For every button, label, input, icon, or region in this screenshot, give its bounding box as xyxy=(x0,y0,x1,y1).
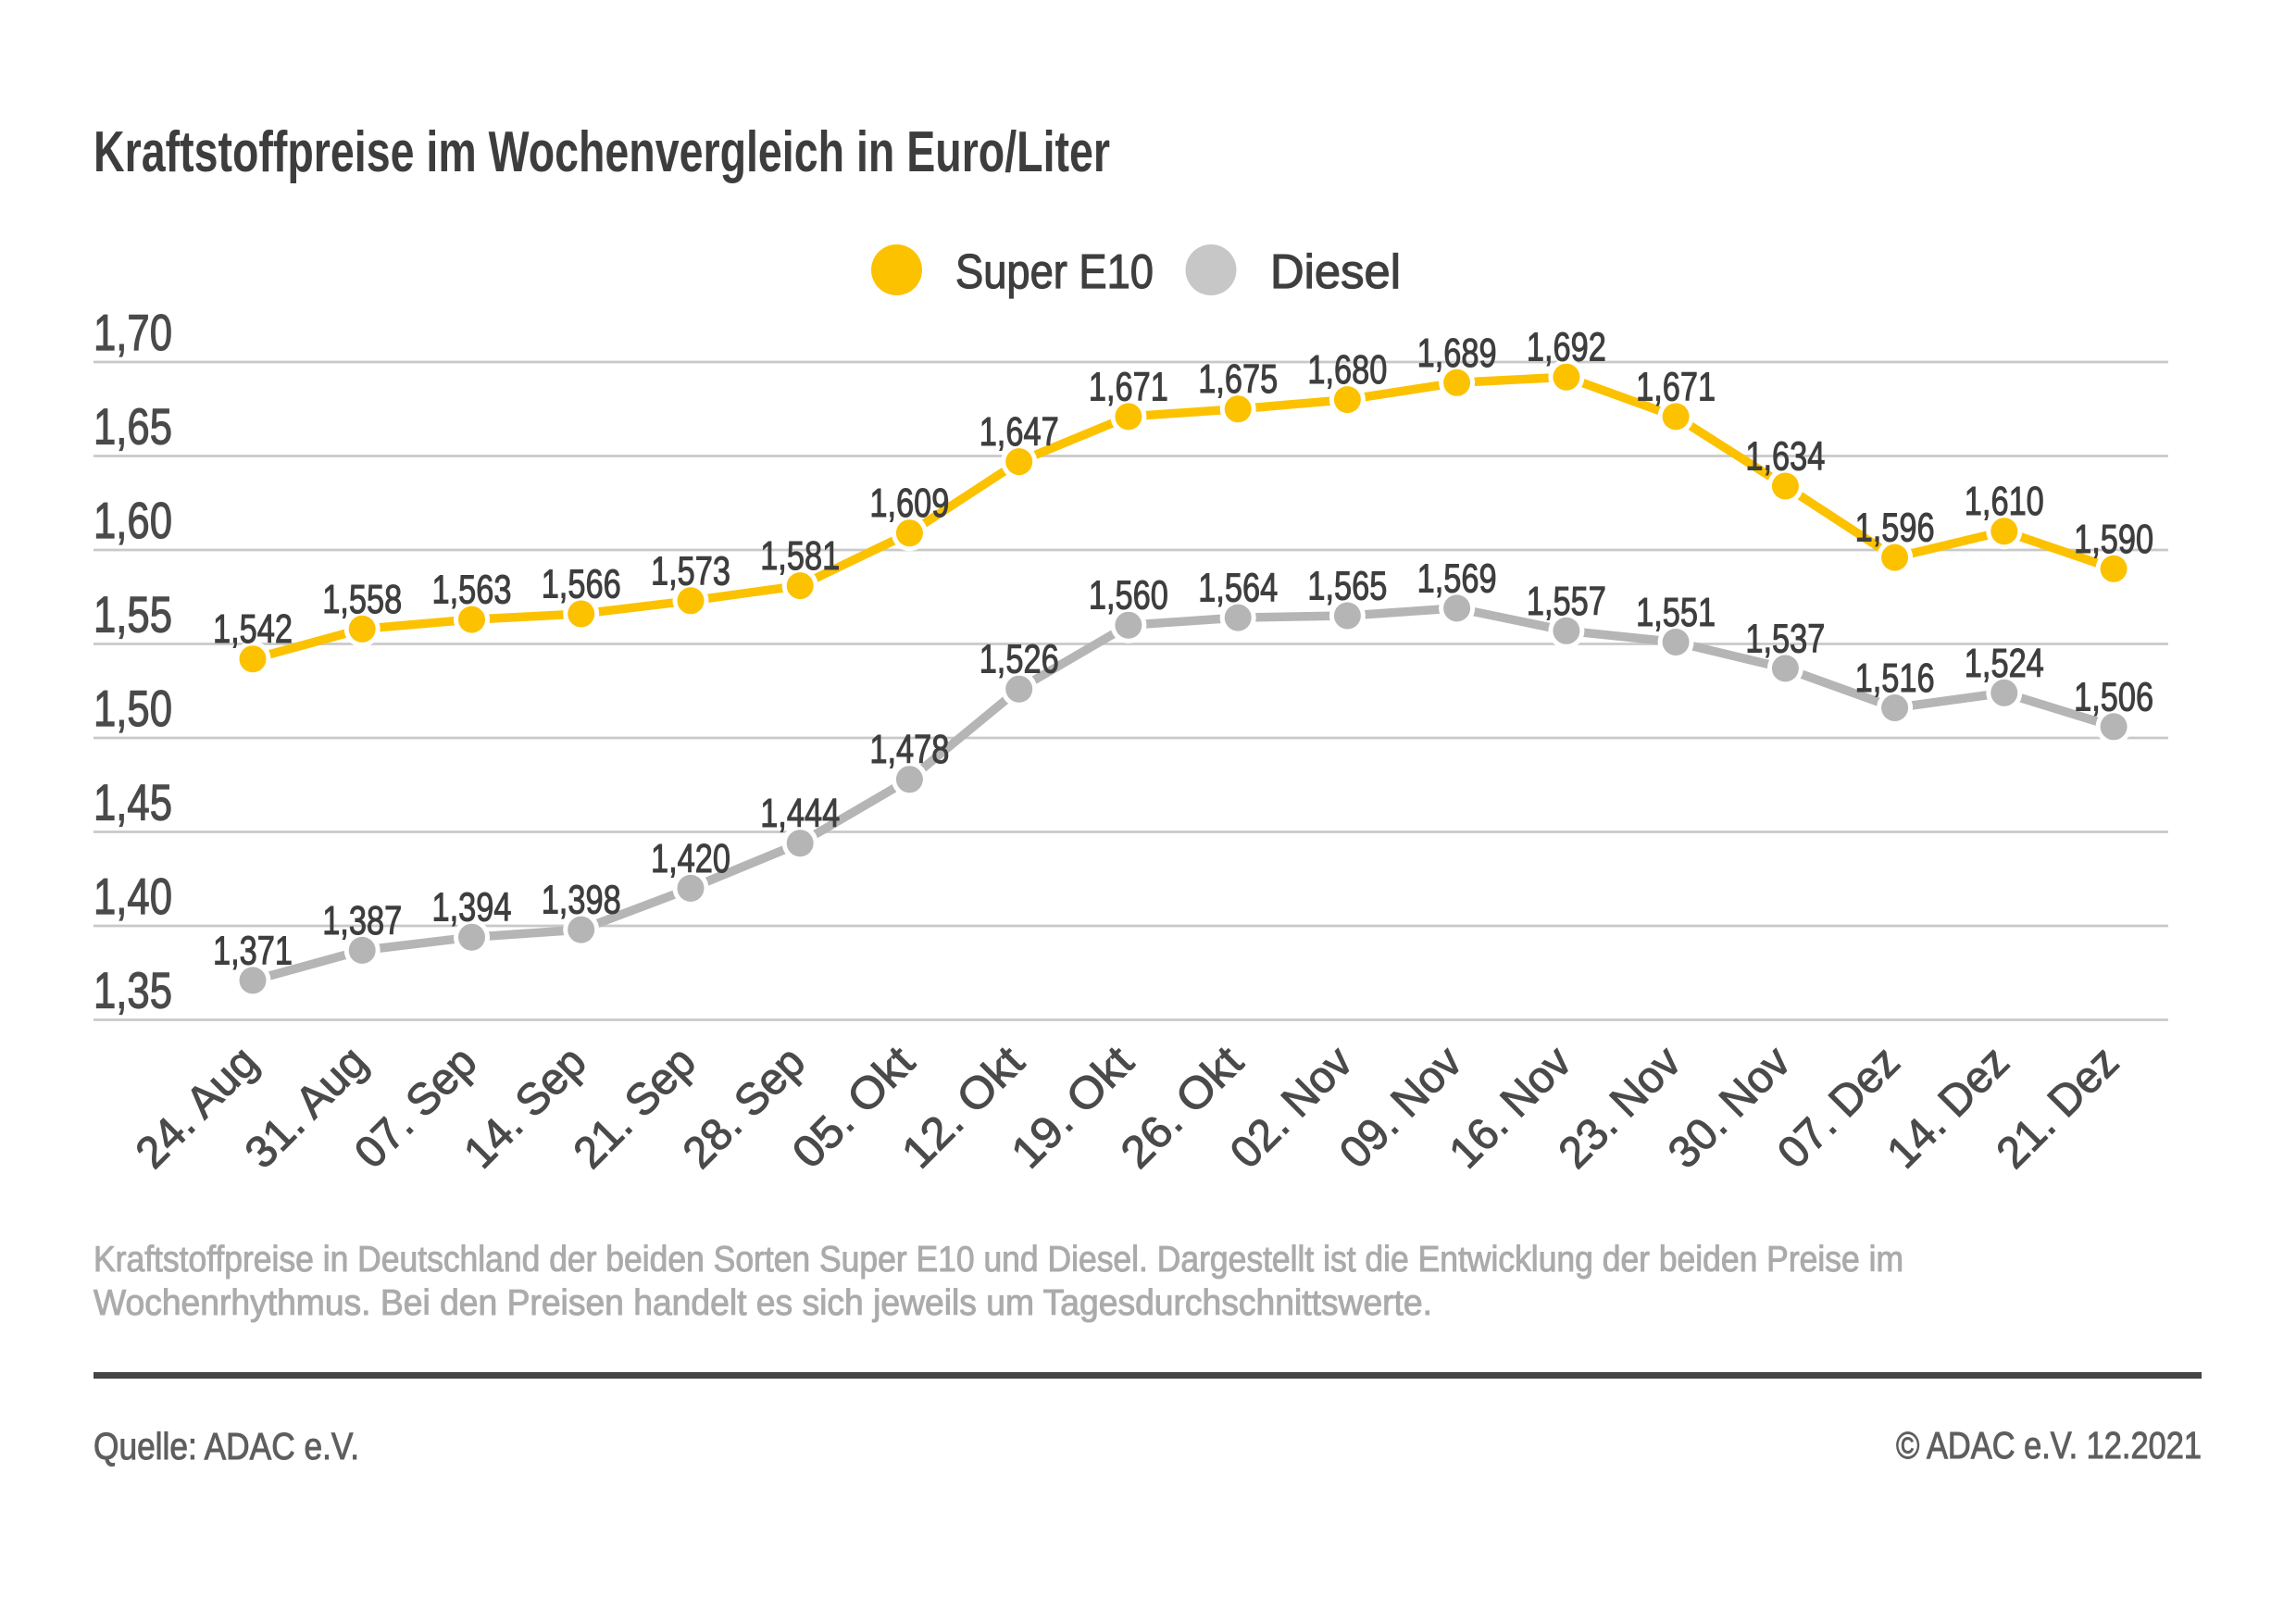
svg-text:1,60: 1,60 xyxy=(94,492,172,549)
svg-text:1,516: 1,516 xyxy=(1855,656,1935,701)
svg-text:1,557: 1,557 xyxy=(1527,579,1606,624)
svg-text:1,590: 1,590 xyxy=(2074,517,2153,562)
svg-text:1,35: 1,35 xyxy=(94,962,172,1019)
svg-text:1,692: 1,692 xyxy=(1527,325,1606,370)
svg-text:1,573: 1,573 xyxy=(651,548,730,593)
svg-text:1,50: 1,50 xyxy=(94,680,172,737)
svg-text:1,563: 1,563 xyxy=(432,568,512,613)
svg-text:1,70: 1,70 xyxy=(94,304,172,361)
svg-text:1,634: 1,634 xyxy=(1745,434,1825,480)
svg-text:1,526: 1,526 xyxy=(980,637,1059,682)
svg-text:1,420: 1,420 xyxy=(651,836,730,881)
svg-text:1,671: 1,671 xyxy=(1636,364,1716,409)
svg-text:1,444: 1,444 xyxy=(760,791,840,836)
svg-text:1,524: 1,524 xyxy=(1965,641,2044,686)
svg-text:1,581: 1,581 xyxy=(760,533,840,579)
svg-text:1,680: 1,680 xyxy=(1307,347,1387,393)
svg-text:1,560: 1,560 xyxy=(1089,573,1168,618)
svg-text:Super E10: Super E10 xyxy=(955,245,1154,299)
svg-text:1,565: 1,565 xyxy=(1307,564,1387,609)
svg-text:1,65: 1,65 xyxy=(94,398,172,456)
svg-text:1,569: 1,569 xyxy=(1417,556,1497,601)
svg-text:1,551: 1,551 xyxy=(1636,590,1716,635)
svg-text:1,675: 1,675 xyxy=(1198,356,1278,402)
svg-text:1,542: 1,542 xyxy=(213,606,293,652)
svg-text:1,45: 1,45 xyxy=(94,774,172,831)
svg-text:1,610: 1,610 xyxy=(1965,479,2044,524)
svg-text:Kraftstoffpreise im Wochenverg: Kraftstoffpreise im Wochenvergleich in E… xyxy=(94,120,1110,184)
svg-text:Kraftstoffpreise in Deutschlan: Kraftstoffpreise in Deutschland der beid… xyxy=(94,1240,1903,1280)
svg-text:1,506: 1,506 xyxy=(2074,674,2153,719)
svg-text:© ADAC e.V. 12.2021: © ADAC e.V. 12.2021 xyxy=(1896,1424,2202,1467)
svg-text:1,564: 1,564 xyxy=(1198,566,1278,611)
svg-text:1,371: 1,371 xyxy=(213,928,293,973)
svg-text:Diesel: Diesel xyxy=(1270,245,1401,299)
svg-text:1,398: 1,398 xyxy=(542,878,621,923)
svg-text:1,647: 1,647 xyxy=(980,409,1059,455)
svg-text:1,671: 1,671 xyxy=(1089,364,1168,409)
svg-text:Wochenrhythmus. Bei den Preise: Wochenrhythmus. Bei den Preisen handelt … xyxy=(94,1283,1432,1323)
svg-text:1,478: 1,478 xyxy=(869,727,949,772)
svg-text:1,609: 1,609 xyxy=(869,481,949,526)
svg-text:1,558: 1,558 xyxy=(322,577,402,622)
svg-text:Quelle: ADAC e.V.: Quelle: ADAC e.V. xyxy=(94,1425,359,1467)
svg-text:1,566: 1,566 xyxy=(542,562,621,607)
svg-text:1,387: 1,387 xyxy=(322,898,402,943)
svg-text:1,394: 1,394 xyxy=(432,885,512,930)
svg-text:1,537: 1,537 xyxy=(1745,616,1825,661)
svg-text:1,596: 1,596 xyxy=(1855,506,1935,551)
svg-text:1,55: 1,55 xyxy=(94,586,172,643)
svg-text:1,40: 1,40 xyxy=(94,868,172,925)
svg-text:1,689: 1,689 xyxy=(1417,331,1497,376)
